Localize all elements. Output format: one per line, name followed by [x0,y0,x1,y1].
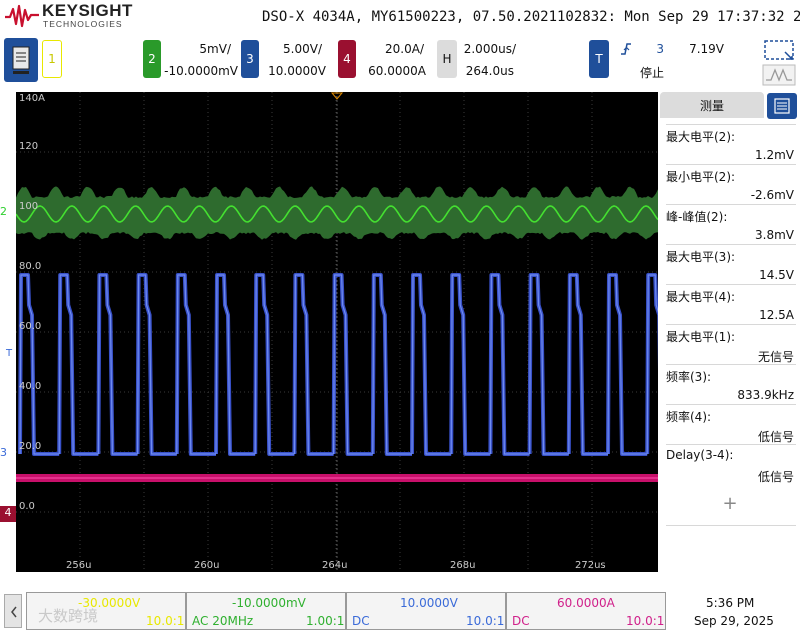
keysight-logo-icon [4,4,40,28]
channel-2-scale: 5mV/ [165,42,231,56]
measurement-value: 14.5V [759,268,794,282]
y-label-7: 0.0 [19,501,35,512]
horizontal-position: 264.0us [460,64,514,78]
y-label-3: 80.0 [19,261,41,272]
measurement-value: 12.5A [759,308,794,322]
waveform-canvas [16,92,658,572]
measurement-value: 1.2mV [755,148,794,162]
measurement-name: 最小电平(2): [666,168,735,185]
channel-3-offset-bottom: 10.0000V [400,596,458,610]
tab-secondary[interactable] [767,93,797,119]
trigger-button[interactable]: T [589,40,609,78]
chevron-left-icon [5,595,23,629]
trigger-source: 3 [652,42,664,56]
channel-4-coupling: DC [512,614,530,628]
waveform-icon [762,64,796,86]
measurement-name: 最大电平(4): [666,288,735,305]
x-label-4: 272us [575,560,606,571]
channel-3-ratio: 10.0:1 [466,614,504,628]
menu-button[interactable] [4,38,38,82]
y-label-4: 60.0 [19,321,41,332]
rising-edge-icon [620,42,632,56]
measurement-name: 频率(4): [666,408,711,425]
bottom-menu-button[interactable] [4,594,22,628]
channel-3-marker[interactable]: 3 [0,446,14,460]
measurement-divider [666,164,796,165]
zoom-box-icon [762,38,796,62]
y-label-5: 40.0 [19,381,41,392]
measurement-divider [666,324,796,325]
measurement-value: 833.9kHz [737,388,794,402]
horizontal-scale: 2.000us/ [460,42,516,56]
zoom-select-button[interactable] [762,38,796,62]
waveform-mode-button[interactable] [762,64,796,86]
add-measurement-button[interactable]: + [718,493,742,515]
channel-3-trace [20,275,658,454]
measurement-divider [666,284,796,285]
measurement-value: -2.6mV [751,188,794,202]
channel-1-button[interactable]: 1 [42,40,62,78]
channel-4-scale: 20.0A/ [360,42,424,56]
measurement-name: 最大电平(3): [666,248,735,265]
clock-date: Sep 29, 2025 [694,614,774,628]
trigger-level: 7.19V [680,42,724,56]
y-label-2: 100 [19,201,38,212]
run-status: 停止 [634,64,664,81]
notepad-icon [4,38,38,82]
channel-2-button[interactable]: 2 [143,40,161,78]
x-label-2: 264u [322,560,347,571]
channel-3-coupling: DC [352,614,370,628]
channel-4-button[interactable]: 4 [338,40,356,78]
measurement-name: 最大电平(2): [666,128,735,145]
channel-4-offset-bottom: 60.0000A [557,596,615,610]
channel-3-offset: 10.0000V [262,64,326,78]
measurement-divider [666,364,796,365]
measurement-divider [666,244,796,245]
list-icon [767,93,797,119]
channel-4-offset: 60.0000A [360,64,426,78]
measurement-divider [666,404,796,405]
measurement-divider [666,444,796,445]
measurement-name: Delay(3-4): [666,448,733,462]
channel-1-ratio: 10.0:1 [146,614,184,628]
x-label-0: 256u [66,560,91,571]
measurement-name: 频率(3): [666,368,711,385]
trigger-level-marker[interactable]: T [6,348,16,362]
tab-measurements-label: 测量 [660,97,764,114]
measurement-divider [666,204,796,205]
measurement-value: 3.8mV [755,228,794,242]
channel-2-offset: -10.0000mV [160,64,238,78]
panel-divider [666,525,796,526]
x-label-1: 260u [194,560,219,571]
y-label-6: 20.0 [19,441,41,452]
clock-time: 5:36 PM [706,596,754,610]
channel-4-marker[interactable]: 4 [0,506,16,522]
measurement-value: 低信号 [758,428,794,445]
brand-subtitle: TECHNOLOGIES [43,19,123,29]
instrument-info: DSO-X 4034A, MY61500223, 07.50.202110283… [262,9,800,25]
measurement-name: 最大电平(1): [666,328,735,345]
channel-2-marker[interactable]: 2 [0,205,14,219]
watermark: 大数跨境 [38,605,98,626]
horizontal-button[interactable]: H [437,40,457,78]
measurement-divider [666,124,796,125]
channel-3-scale: 5.00V/ [262,42,322,56]
channel-2-offset-bottom: -10.0000mV [232,596,306,610]
channel-2-envelope [16,186,658,239]
y-label-0: 140A [19,93,45,104]
channel-3-trace-highlight [20,275,658,454]
y-label-1: 120 [19,141,38,152]
waveform-display[interactable] [16,92,658,572]
brand-name: KEYSIGHT [42,1,133,21]
measurement-value: 低信号 [758,468,794,485]
measurement-value: 无信号 [758,348,794,365]
x-label-3: 268u [450,560,475,571]
channel-2-ratio: 1.00:1 [306,614,344,628]
channel-3-button[interactable]: 3 [241,40,259,78]
measurement-name: 峰-峰值(2): [666,208,727,225]
channel-2-coupling: AC 20MHz [192,614,253,628]
channel-4-ratio: 10.0:1 [626,614,664,628]
